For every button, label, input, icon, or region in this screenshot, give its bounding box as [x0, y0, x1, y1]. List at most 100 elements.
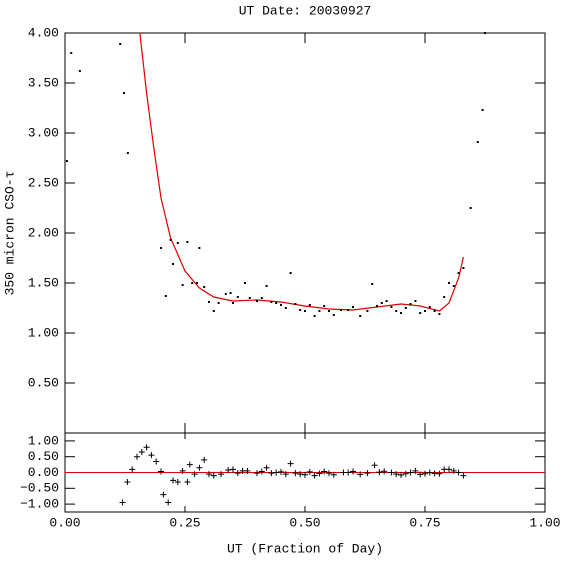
data-point [229, 292, 232, 294]
data-point [318, 310, 321, 312]
data-point [78, 70, 81, 72]
data-point [414, 300, 417, 302]
data-point [345, 469, 352, 476]
x-tick-label: 0.25 [169, 515, 200, 530]
y-tick-label: 1.00 [28, 433, 59, 448]
data-point [433, 310, 436, 312]
y-axis-label: 350 micron CSO-τ [2, 171, 17, 296]
x-tick-label: 1.00 [529, 515, 560, 530]
data-point [412, 467, 419, 474]
data-point [436, 470, 443, 477]
data-point [443, 296, 446, 298]
data-point [311, 472, 318, 479]
y-tick-label: 0.50 [28, 449, 59, 464]
data-point [191, 282, 194, 284]
data-point [138, 448, 145, 455]
x-tick-label: 0.75 [409, 515, 440, 530]
data-point [170, 477, 176, 484]
data-point [282, 471, 289, 478]
data-point [390, 306, 393, 308]
data-point [297, 471, 304, 478]
data-point [263, 464, 270, 471]
data-point [186, 461, 193, 468]
x-tick-label: 0.00 [49, 515, 80, 530]
data-point [376, 469, 383, 476]
y-tick-label: 1.50 [28, 275, 59, 290]
data-point [395, 310, 398, 312]
data-point [218, 471, 224, 478]
data-point [287, 460, 294, 467]
data-point [407, 469, 414, 476]
data-point [212, 310, 215, 312]
data-point [302, 471, 308, 478]
data-point [330, 471, 337, 478]
plot-frame [64, 32, 546, 434]
fit-line [139, 32, 464, 312]
data-point [306, 468, 313, 475]
data-point [124, 478, 131, 485]
data-point [289, 272, 292, 274]
data-point [340, 309, 342, 311]
data-point [419, 312, 422, 314]
data-point [352, 306, 354, 308]
data-point [350, 468, 356, 475]
data-point [270, 301, 273, 303]
data-point [357, 471, 364, 478]
data-point [326, 470, 332, 477]
data-point [366, 310, 369, 312]
data-point [248, 297, 251, 299]
y-tick-label: 3.50 [28, 75, 59, 90]
x-axis-label: UT (Fraction of Day) [227, 541, 383, 556]
data-point [234, 470, 241, 477]
data-point [280, 304, 282, 306]
data-point [321, 468, 328, 475]
y-tick-label: 4.00 [28, 25, 59, 40]
data-point [181, 284, 184, 286]
data-point [273, 469, 280, 476]
data-point [217, 302, 220, 304]
data-point [172, 263, 174, 265]
data-point [265, 285, 268, 287]
data-point [376, 305, 378, 307]
data-point [371, 462, 378, 469]
data-point [388, 469, 395, 476]
data-point [450, 467, 457, 474]
data-point [484, 32, 486, 34]
data-point [476, 141, 479, 143]
data-point [160, 491, 167, 498]
data-point [232, 302, 234, 304]
data-point [134, 453, 140, 460]
data-point [323, 305, 326, 307]
y-tick-label: 2.00 [28, 225, 59, 240]
data-point [158, 468, 164, 475]
data-point [294, 303, 297, 305]
data-point [129, 466, 136, 473]
data-point [313, 315, 316, 317]
data-point [260, 297, 263, 299]
data-point [299, 309, 302, 311]
data-point [316, 470, 323, 477]
y-tick-label: 0.50 [28, 375, 59, 390]
data-point [278, 468, 284, 475]
data-point [308, 304, 311, 306]
data-point [165, 499, 172, 506]
data-point [164, 295, 167, 297]
data-point [400, 312, 402, 314]
x-tick-label: 0.50 [289, 515, 320, 530]
data-point [206, 471, 212, 478]
data-point [210, 472, 217, 479]
data-point [196, 282, 198, 284]
data-point [70, 52, 73, 54]
data-point [160, 247, 162, 249]
data-point [393, 471, 400, 478]
data-point [123, 92, 126, 94]
data-point [179, 467, 186, 474]
data-point [426, 469, 433, 476]
data-point [176, 242, 179, 244]
data-point [417, 471, 424, 478]
data-point [422, 470, 428, 477]
data-point [174, 478, 181, 485]
data-point [196, 464, 203, 471]
data-point [455, 469, 462, 476]
data-point [198, 247, 201, 249]
